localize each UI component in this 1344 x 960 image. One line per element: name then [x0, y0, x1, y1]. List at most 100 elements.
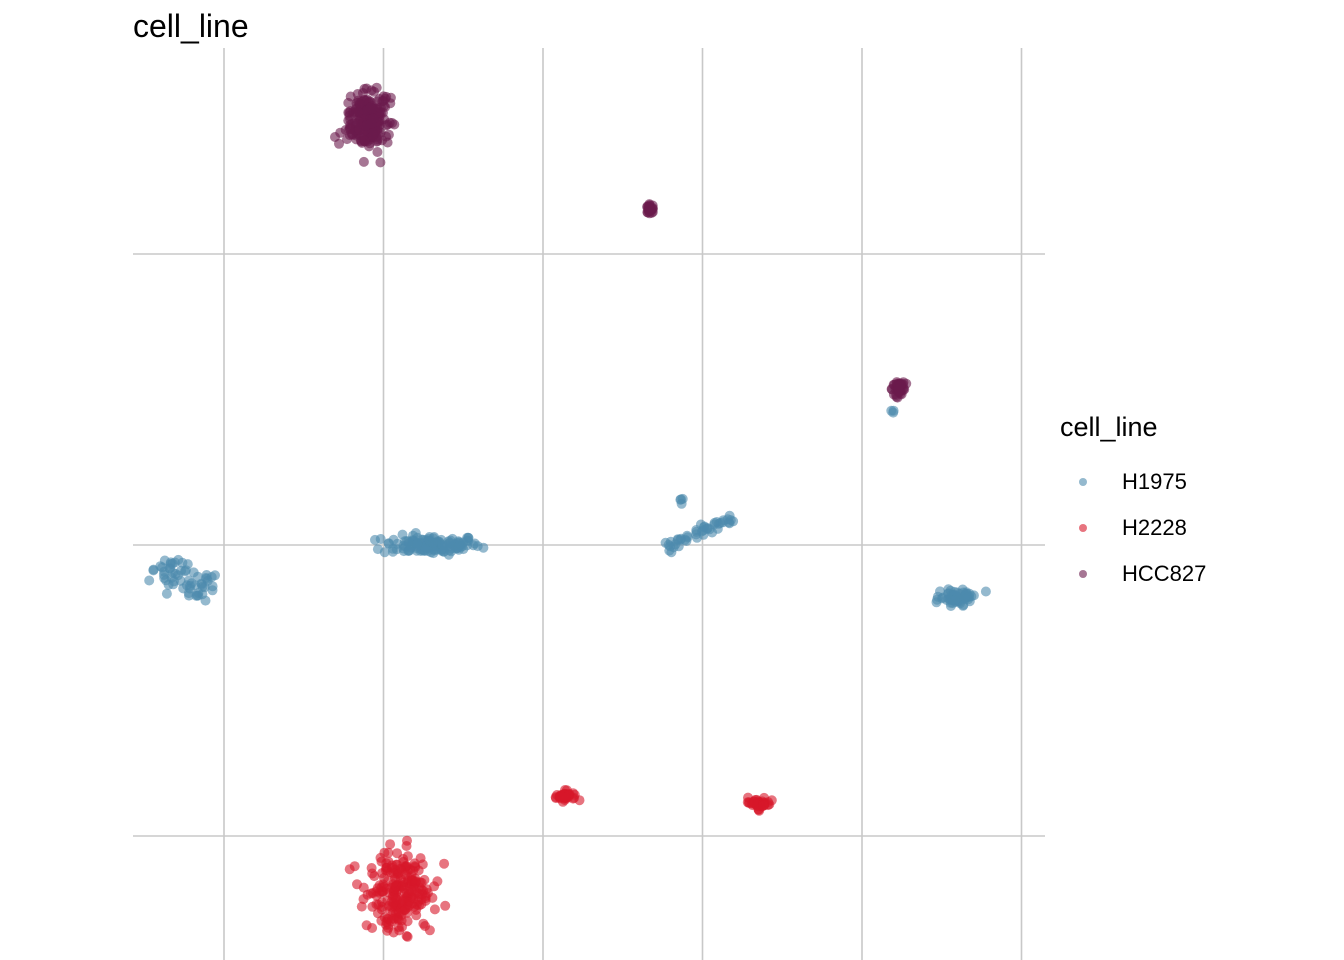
point-H1975-1-115 — [383, 538, 394, 549]
point-H2228-0-215 — [367, 901, 378, 912]
point-H1975-0-49 — [192, 571, 203, 582]
point-H2228-0-162 — [356, 901, 367, 912]
point-HCC827-0-133 — [375, 157, 386, 168]
point-H2228-0-161 — [394, 925, 405, 936]
point-H1975-1-111 — [404, 538, 414, 549]
point-HCC827-0-216 — [359, 135, 370, 146]
point-HCC827-0-214 — [368, 113, 379, 124]
point-H2228-0-115 — [411, 910, 422, 921]
point-H2228-0-39 — [401, 841, 412, 851]
point-H1975-2-44 — [675, 534, 686, 545]
point-H1975-3-3 — [675, 494, 686, 505]
point-H2228-0-192 — [385, 839, 396, 850]
point-H2228-0-155 — [358, 882, 369, 893]
chart-title: cell_line — [133, 8, 249, 44]
point-H1975-0-41 — [144, 575, 155, 586]
point-H2228-0-199 — [381, 862, 392, 873]
point-HCC827-0-130 — [371, 82, 382, 93]
point-HCC827-0-180 — [381, 120, 391, 131]
point-H1975-0-59 — [167, 558, 178, 569]
legend-key — [1060, 524, 1106, 532]
legend-label: HCC827 — [1122, 561, 1207, 586]
point-HCC827-0-206 — [359, 95, 370, 106]
point-H2228-0-197 — [376, 915, 387, 926]
point-H1975-0-38 — [148, 565, 159, 576]
point-H1975-1-121 — [453, 541, 464, 552]
point-HCC827-0-186 — [343, 97, 354, 108]
point-H1975-1-127 — [412, 538, 423, 549]
gridlines — [133, 48, 1045, 960]
point-H1975-2-43 — [704, 524, 715, 535]
point-H1975-4-55 — [943, 588, 953, 599]
legend-item-HCC827: HCC827 — [1060, 551, 1206, 597]
point-H1975-1-93 — [445, 537, 456, 548]
point-H1975-2-28 — [660, 537, 671, 548]
point-HCC827-0-217 — [344, 110, 355, 121]
point-HCC827-0-143 — [382, 137, 393, 148]
point-H2228-0-181 — [421, 884, 432, 895]
data-points — [144, 82, 991, 942]
point-H2228-0-218 — [391, 894, 402, 905]
point-HCC827-0-178 — [359, 83, 370, 94]
point-H2228-2-36 — [744, 797, 754, 808]
point-H2228-1-38 — [560, 792, 571, 803]
point-H2228-0-203 — [390, 881, 401, 892]
point-HCC827-0-212 — [375, 127, 386, 138]
point-HCC827-0-176 — [352, 89, 363, 99]
point-H2228-0-202 — [368, 888, 378, 898]
point-H2228-0-158 — [429, 904, 440, 915]
point-H1975-0-50 — [192, 590, 203, 601]
point-H1975-1-126 — [468, 540, 479, 551]
point-H2228-0-217 — [382, 883, 392, 894]
legend-dot — [1079, 570, 1087, 578]
point-H2228-0-211 — [386, 901, 397, 912]
point-H1975-1-114 — [372, 544, 383, 555]
point-H2228-0-216 — [400, 904, 411, 915]
point-HCC827-0-166 — [335, 127, 346, 138]
point-H2228-0-105 — [439, 858, 450, 869]
point-H1975-0-27 — [200, 595, 211, 606]
point-H1975-1-77 — [370, 534, 380, 545]
legend-label: H2228 — [1122, 515, 1187, 540]
legend-item-H1975: H1975 — [1060, 459, 1206, 505]
point-H1975-0-54 — [157, 562, 168, 573]
point-H2228-0-141 — [349, 861, 360, 872]
point-H1975-0-45 — [159, 573, 170, 584]
point-H1975-0-55 — [190, 580, 201, 591]
point-H1975-1-118 — [398, 546, 409, 557]
point-H2228-0-219 — [406, 885, 417, 896]
point-H2228-0-114 — [361, 920, 372, 931]
point-HCC827-0-201 — [344, 123, 355, 134]
point-H1975-1-119 — [437, 539, 448, 550]
point-H2228-0-187 — [388, 868, 399, 879]
point-H1975-1-122 — [462, 532, 473, 543]
point-H1975-0-44 — [184, 590, 194, 601]
legend-item-H2228: H2228 — [1060, 505, 1206, 551]
point-H1975-2-35 — [724, 510, 735, 521]
point-H2228-0-201 — [418, 918, 429, 929]
point-H2228-0-154 — [416, 894, 427, 905]
point-HCC827-2-39 — [895, 379, 906, 390]
legend-items: H1975 H2228 HCC827 — [1060, 459, 1206, 597]
point-H1975-4-42 — [980, 586, 991, 597]
point-H1975-4-57 — [949, 595, 960, 606]
point-H2228-0-129 — [432, 876, 443, 887]
point-HCC827-0-218 — [380, 102, 391, 112]
point-HCC827-0-207 — [353, 107, 364, 117]
legend-title: cell_line — [1060, 412, 1158, 442]
point-H2228-1-39 — [574, 795, 585, 806]
point-H1975-5-2 — [888, 407, 899, 418]
point-H2228-0-206 — [419, 874, 430, 885]
legend-dot — [1079, 524, 1087, 532]
point-H1975-4-59 — [958, 600, 969, 610]
legend-key — [1060, 570, 1106, 578]
point-H1975-0-58 — [170, 568, 181, 579]
point-HCC827-0-84 — [372, 147, 383, 157]
legend: cell_line H1975 H2228 HCC827 — [1060, 412, 1206, 597]
point-H1975-2-34 — [668, 542, 679, 553]
legend-dot — [1079, 478, 1087, 486]
point-H1975-4-58 — [959, 591, 970, 602]
point-H1975-0-52 — [161, 588, 172, 599]
point-HCC827-0-169 — [367, 131, 378, 142]
legend-label: H1975 — [1122, 469, 1187, 494]
